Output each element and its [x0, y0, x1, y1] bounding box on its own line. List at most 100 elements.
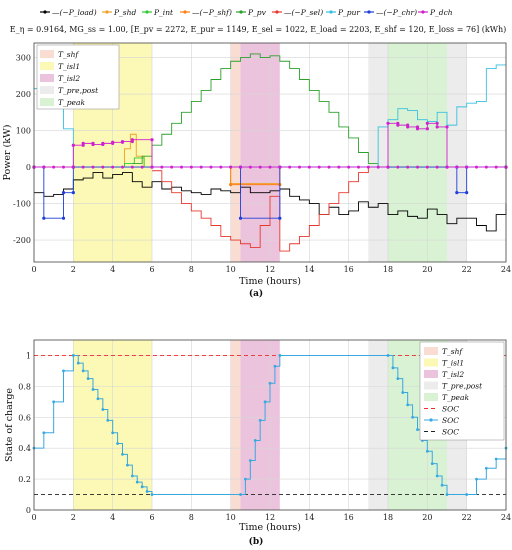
legend-label-p-pv: P_pv	[247, 8, 267, 17]
legend-label-p-load: —(−P_load)	[52, 8, 97, 17]
series-point-p-dch	[62, 165, 65, 169]
series-point-p-dch	[239, 165, 242, 169]
series-point-p-dch	[160, 165, 164, 169]
series-point-p-dch	[455, 165, 459, 169]
series-point-p-dch	[416, 165, 419, 169]
series-point-soc	[475, 477, 478, 481]
x-tick-label: 16	[344, 513, 354, 522]
soc-legend-label: T_shf	[442, 347, 463, 356]
series-line-p-shd	[34, 133, 506, 184]
series-point-p-dch	[229, 165, 233, 169]
caption-a: (a)	[249, 288, 263, 299]
soc-legend-swatch	[424, 347, 438, 355]
series-point-p-dch	[170, 165, 174, 169]
x-tick-label: 6	[149, 265, 154, 274]
period-legend-swatch	[40, 98, 54, 106]
series-point-soc	[81, 369, 85, 373]
soc-legend-label: SOC	[442, 416, 459, 425]
series-point-soc	[401, 391, 405, 394]
period-band-t-shf-1	[230, 340, 241, 510]
legend-label-p-shf: —(−P_shf)	[192, 8, 232, 17]
series-point-p-chr	[455, 191, 459, 195]
series-point-p-dch	[494, 165, 498, 169]
period-legend-swatch	[40, 74, 54, 82]
series-point-soc	[126, 463, 129, 467]
soc-legend-box	[419, 341, 505, 441]
series-point-p-chr	[42, 216, 46, 220]
series-point-p-shf	[229, 183, 233, 187]
series-point-p-dch	[111, 165, 115, 169]
series-point-p-dch	[415, 127, 420, 131]
legend-label-p-shd: P_shd	[113, 8, 136, 17]
series-point-p-dch	[396, 165, 400, 169]
series-point-p-dch	[248, 165, 252, 169]
series-point-soc	[145, 490, 149, 493]
x-tick-label: 4	[110, 513, 115, 522]
series-point-soc	[76, 361, 80, 365]
series-point-p-dch	[91, 165, 95, 169]
series-point-p-dch	[376, 165, 380, 169]
x-tick-label: 12	[265, 513, 275, 522]
series-point-soc	[494, 457, 498, 461]
y-tick-label: 1	[26, 351, 31, 360]
series-point-p-dch	[396, 123, 400, 127]
series-point-p-dch	[120, 139, 125, 144]
period-legend-swatch	[40, 62, 54, 70]
x-tick-label: 14	[304, 513, 314, 522]
series-point-p-dch	[199, 165, 203, 169]
series-point-p-dch	[140, 165, 144, 169]
series-point-p-dch	[465, 165, 469, 169]
period-band-t-pre-post-3	[368, 340, 388, 510]
series-point-soc	[121, 452, 124, 456]
soc-legend-swatch	[424, 381, 438, 390]
series-point-p-dch	[52, 165, 56, 169]
x-tick-label: 0	[31, 513, 36, 522]
series-point-soc	[268, 381, 272, 385]
series-point-p-dch	[366, 165, 370, 169]
y-tick-label: 0.2	[18, 475, 31, 484]
period-legend-label: T_peak	[58, 98, 85, 107]
series-point-soc	[71, 354, 75, 357]
period-legend-swatch	[40, 50, 54, 58]
series-point-soc	[278, 354, 282, 357]
series-point-p-dch	[42, 165, 46, 169]
series-point-soc	[425, 449, 429, 453]
series-point-soc	[106, 418, 110, 422]
series-point-soc	[140, 485, 144, 489]
soc-y-axis-label: State of charge	[4, 388, 15, 462]
soc-legend-label: T_pre,post	[442, 382, 483, 391]
x-tick-label: 10	[226, 513, 236, 522]
series-point-p-dch	[209, 165, 213, 169]
energy-stats-line: E_η = 0.9164, MG_ss = 1.00, [E_pv = 2272…	[10, 25, 507, 34]
y-tick-label: -100	[13, 200, 31, 209]
series-point-soc	[96, 397, 100, 401]
x-tick-label: 2	[71, 265, 76, 274]
x-tick-label: 16	[344, 265, 354, 274]
series-point-soc	[42, 431, 46, 435]
series-point-p-dch	[180, 165, 183, 169]
series-point-p-dch	[435, 125, 439, 129]
y-tick-label: 0.4	[18, 444, 31, 453]
y-tick-label: 0	[26, 163, 31, 172]
soc-legend-label: T_peak	[442, 393, 469, 402]
series-point-soc	[130, 474, 134, 478]
series-point-p-dch	[317, 165, 321, 169]
y-tick-label: 0	[26, 506, 31, 515]
x-tick-label: 0	[31, 265, 36, 274]
series-point-soc	[406, 403, 410, 407]
series-point-p-dch	[406, 165, 410, 169]
x-tick-label: 18	[383, 513, 393, 522]
caption-b: (b)	[249, 536, 264, 547]
series-point-soc	[253, 439, 257, 442]
series-point-p-dch	[150, 138, 154, 142]
series-point-soc	[411, 415, 414, 419]
power-x-axis-label: Time (hours)	[239, 276, 301, 287]
x-tick-label: 18	[383, 265, 393, 274]
series-point-soc	[435, 474, 439, 478]
series-point-p-dch	[189, 165, 193, 169]
series-line-p-int	[34, 157, 506, 168]
series-point-p-dch	[425, 127, 429, 131]
series-point-soc	[116, 442, 119, 445]
soc-legend-label: T_isl1	[442, 359, 464, 368]
